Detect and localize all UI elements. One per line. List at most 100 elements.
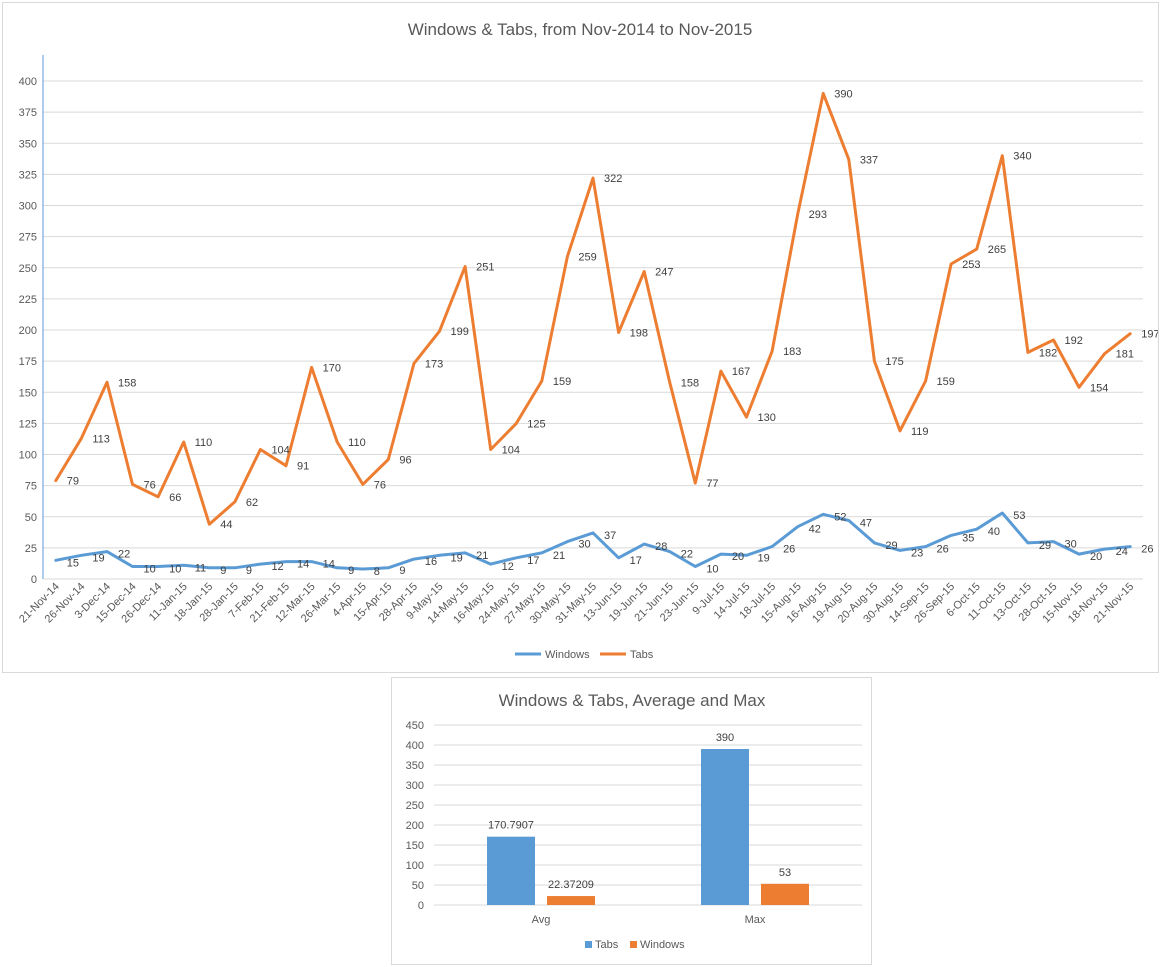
y-tick-label: 350 bbox=[406, 760, 424, 772]
data-label-windows: 30 bbox=[1064, 539, 1076, 551]
data-label-windows: 42 bbox=[809, 524, 821, 536]
data-label-tabs: 113 bbox=[92, 433, 110, 445]
line-chart-panel: Windows & Tabs, from Nov-2014 to Nov-201… bbox=[2, 2, 1159, 673]
data-label-tabs: 173 bbox=[425, 359, 443, 371]
legend-label-windows: Windows bbox=[545, 649, 590, 661]
data-label-windows: 52 bbox=[834, 511, 846, 523]
data-label-tabs: 62 bbox=[246, 497, 258, 509]
series-line-windows bbox=[54, 511, 1132, 571]
data-label-windows: 29 bbox=[885, 540, 897, 552]
data-label-windows: 22 bbox=[681, 549, 693, 561]
data-label-tabs: 76 bbox=[374, 479, 386, 491]
data-label-tabs: 167 bbox=[732, 366, 750, 378]
line-chart-title: Windows & Tabs, from Nov-2014 to Nov-201… bbox=[408, 20, 753, 39]
data-label-tabs: 110 bbox=[195, 437, 213, 449]
y-tick-label: 325 bbox=[19, 169, 37, 181]
legend-swatch-windows bbox=[630, 941, 637, 948]
x-tick-label: Max bbox=[745, 914, 766, 926]
data-label-tabs: 175 bbox=[885, 356, 903, 368]
data-label-tabs: 159 bbox=[553, 376, 571, 388]
y-tick-label: 225 bbox=[19, 294, 37, 306]
data-label-tabs: 251 bbox=[476, 262, 494, 274]
data-label-tabs: 170.7907 bbox=[488, 820, 534, 832]
data-label-tabs: 197 bbox=[1141, 329, 1158, 341]
data-label-windows: 8 bbox=[374, 566, 380, 578]
data-label-windows: 26 bbox=[937, 544, 949, 556]
data-label-tabs: 182 bbox=[1039, 347, 1057, 359]
data-label-tabs: 198 bbox=[630, 327, 648, 339]
data-label-tabs: 159 bbox=[937, 376, 955, 388]
data-label-tabs: 293 bbox=[809, 209, 827, 221]
data-label-tabs: 253 bbox=[962, 259, 980, 271]
y-tick-label: 125 bbox=[19, 418, 37, 430]
legend-label-windows: Windows bbox=[640, 939, 685, 951]
y-tick-label: 150 bbox=[406, 840, 424, 852]
y-tick-label: 50 bbox=[412, 880, 424, 892]
data-label-windows: 28 bbox=[655, 541, 667, 553]
y-tick-label: 400 bbox=[406, 740, 424, 752]
y-tick-label: 300 bbox=[406, 780, 424, 792]
data-label-tabs: 154 bbox=[1090, 382, 1108, 394]
data-label-tabs: 76 bbox=[144, 479, 156, 491]
y-tick-label: 400 bbox=[19, 76, 37, 88]
bar-tabs bbox=[487, 836, 535, 905]
data-label-tabs: 265 bbox=[988, 244, 1006, 256]
data-label-windows: 10 bbox=[144, 564, 156, 576]
data-label-windows: 11 bbox=[195, 562, 206, 574]
data-label-tabs: 96 bbox=[399, 454, 411, 466]
data-label-tabs: 247 bbox=[655, 266, 673, 278]
data-label-windows: 47 bbox=[860, 517, 872, 529]
data-label-tabs: 77 bbox=[706, 478, 718, 490]
data-label-windows: 16 bbox=[425, 556, 437, 568]
data-label-windows: 24 bbox=[1116, 546, 1128, 558]
data-label-windows: 53 bbox=[779, 867, 791, 879]
data-label-windows: 19 bbox=[757, 552, 769, 564]
data-label-tabs: 322 bbox=[604, 173, 622, 185]
data-label-windows: 19 bbox=[92, 552, 104, 564]
data-label-windows: 10 bbox=[706, 564, 718, 576]
data-label-windows: 29 bbox=[1039, 540, 1051, 552]
data-label-tabs: 170 bbox=[323, 362, 341, 374]
y-tick-label: 150 bbox=[19, 387, 37, 399]
data-label-windows: 19 bbox=[451, 552, 463, 564]
data-label-windows: 30 bbox=[578, 539, 590, 551]
data-label-tabs: 390 bbox=[716, 732, 734, 744]
legend-label-tabs: Tabs bbox=[595, 939, 619, 951]
y-tick-label: 200 bbox=[19, 325, 37, 337]
data-label-tabs: 337 bbox=[860, 154, 878, 166]
data-label-windows: 37 bbox=[604, 530, 616, 542]
data-label-windows: 9 bbox=[399, 565, 405, 577]
data-label-windows: 9 bbox=[348, 565, 354, 577]
data-label-tabs: 158 bbox=[118, 377, 136, 389]
data-label-windows: 53 bbox=[1013, 510, 1025, 522]
legend-label-tabs: Tabs bbox=[630, 649, 654, 661]
data-label-tabs: 183 bbox=[783, 346, 801, 358]
y-tick-label: 25 bbox=[25, 543, 37, 555]
data-label-tabs: 66 bbox=[169, 492, 181, 504]
data-label-tabs: 181 bbox=[1116, 349, 1134, 361]
y-tick-label: 100 bbox=[406, 860, 424, 872]
data-label-windows: 20 bbox=[1090, 551, 1102, 563]
data-label-windows: 10 bbox=[169, 564, 181, 576]
y-tick-label: 375 bbox=[19, 107, 37, 119]
data-label-tabs: 158 bbox=[681, 377, 699, 389]
data-label-windows: 35 bbox=[962, 532, 974, 544]
x-tick-label: Avg bbox=[532, 914, 551, 926]
data-label-windows: 21 bbox=[553, 550, 565, 562]
series-line-tabs bbox=[54, 91, 1132, 526]
legend-swatch-tabs bbox=[585, 941, 592, 948]
y-tick-label: 250 bbox=[406, 800, 424, 812]
data-label-windows: 22.37209 bbox=[548, 879, 594, 891]
data-label-tabs: 44 bbox=[220, 519, 232, 531]
data-label-windows: 21 bbox=[476, 550, 488, 562]
data-label-tabs: 130 bbox=[757, 412, 775, 424]
y-tick-label: 300 bbox=[19, 201, 37, 213]
y-tick-label: 75 bbox=[25, 481, 37, 493]
bar-windows bbox=[761, 883, 809, 905]
data-label-windows: 17 bbox=[630, 555, 642, 567]
data-label-windows: 40 bbox=[988, 526, 1000, 538]
data-label-tabs: 125 bbox=[527, 418, 545, 430]
data-label-windows: 17 bbox=[527, 555, 539, 567]
y-tick-label: 0 bbox=[418, 900, 424, 912]
data-label-windows: 9 bbox=[220, 565, 226, 577]
